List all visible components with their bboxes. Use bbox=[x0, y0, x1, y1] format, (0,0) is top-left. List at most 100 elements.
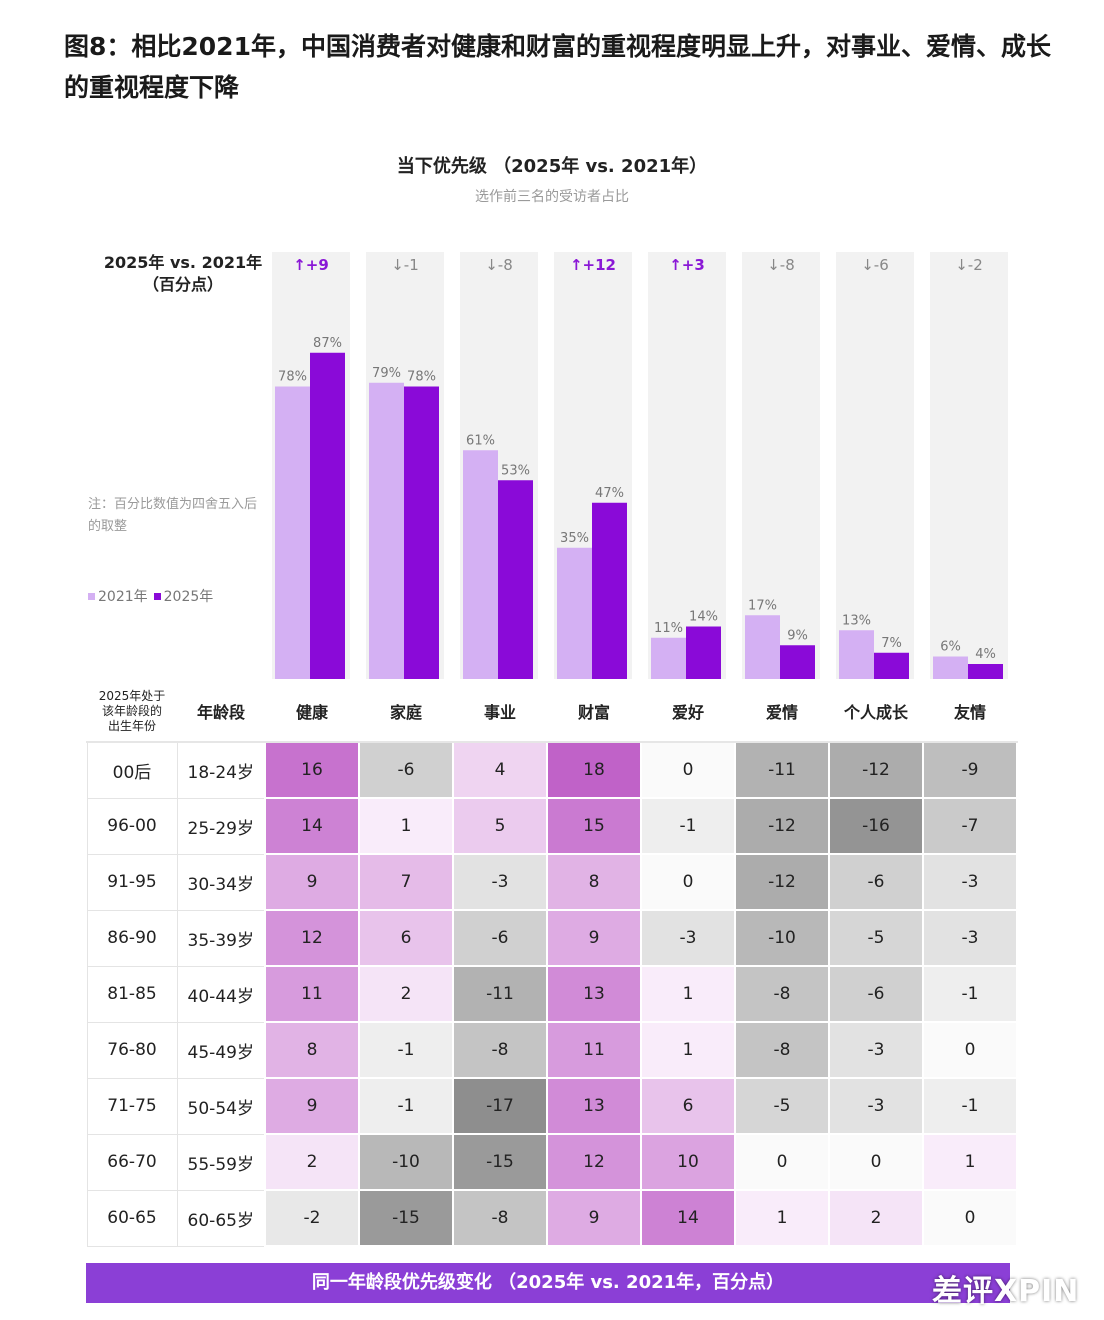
heat-cell-family: -1 bbox=[358, 1077, 454, 1135]
heatmap-row: 66-70 55-59岁 2 -10 -15 12 10 0 0 1 bbox=[86, 1133, 1018, 1191]
heat-cell-health: 8 bbox=[264, 1021, 360, 1079]
heat-cell-love: -5 bbox=[734, 1077, 830, 1135]
heat-cell-wealth: 9 bbox=[546, 1189, 642, 1247]
diff-label-hobby: ↑+3 bbox=[669, 256, 705, 274]
heat-cell-growth: -3 bbox=[828, 1077, 924, 1135]
birth-year-cell: 71-75 bbox=[86, 1077, 178, 1135]
heat-cell-wealth: 13 bbox=[546, 1077, 642, 1135]
watermark-logo: 差评XPIN bbox=[932, 1274, 1080, 1309]
label-2025-career: 53% bbox=[501, 463, 530, 478]
heat-cell-family: -1 bbox=[358, 1021, 454, 1079]
diff-label-career: ↓-8 bbox=[485, 256, 513, 274]
bar-2021-friendship bbox=[933, 656, 968, 679]
label-2021-wealth: 35% bbox=[560, 531, 589, 546]
heatmap-row: 96-00 25-29岁 14 1 5 15 -1 -12 -16 -7 bbox=[86, 797, 1018, 855]
heat-cell-health: 9 bbox=[264, 1077, 360, 1135]
heat-cell-family: -10 bbox=[358, 1133, 454, 1191]
heat-cell-growth: -6 bbox=[828, 965, 924, 1023]
birth-year-cell: 00后 bbox=[86, 741, 178, 799]
bar-2025-health bbox=[310, 352, 345, 679]
heat-cell-love: -10 bbox=[734, 909, 830, 967]
header-birth-year: 2025年处于 该年龄段的 出生年份 bbox=[86, 679, 178, 743]
bar-2021-love bbox=[745, 615, 780, 679]
label-2025-hobby: 14% bbox=[689, 610, 718, 625]
heat-cell-career: -11 bbox=[452, 965, 548, 1023]
chart-title: 当下优先级 （2025年 vs. 2021年） bbox=[396, 156, 708, 177]
bar-track-friendship bbox=[930, 252, 1008, 679]
heat-cell-love: -8 bbox=[734, 965, 830, 1023]
label-2025-wealth: 47% bbox=[595, 486, 624, 501]
heat-cell-wealth: 8 bbox=[546, 853, 642, 911]
heat-cell-love: -8 bbox=[734, 1021, 830, 1079]
label-2025-family: 78% bbox=[407, 370, 436, 385]
age-group-cell: 25-29岁 bbox=[176, 797, 266, 855]
heat-cell-friendship: -3 bbox=[922, 853, 1018, 911]
heat-cell-health: 12 bbox=[264, 909, 360, 967]
bar-2025-career bbox=[498, 480, 533, 679]
rounding-note: 注：百分比数值为四舍五入后的取整 bbox=[88, 497, 258, 534]
header-wealth: 财富 bbox=[546, 679, 642, 743]
birth-year-cell: 86-90 bbox=[86, 909, 178, 967]
difference-header-line1: 2025年 vs. 2021年 bbox=[103, 253, 263, 272]
heat-cell-career: -3 bbox=[452, 853, 548, 911]
heat-cell-friendship: -9 bbox=[922, 741, 1018, 799]
age-group-cell: 60-65岁 bbox=[176, 1189, 266, 1247]
bar-2025-love bbox=[780, 645, 815, 679]
legend-label-2025: 2025年 bbox=[163, 589, 214, 605]
header-birth-year-line2: 该年龄段的 bbox=[101, 703, 162, 718]
heat-cell-friendship: -1 bbox=[922, 965, 1018, 1023]
heat-cell-hobby: -3 bbox=[640, 909, 736, 967]
heat-cell-family: 6 bbox=[358, 909, 454, 967]
age-group-cell: 40-44岁 bbox=[176, 965, 266, 1023]
header-family: 家庭 bbox=[358, 679, 454, 743]
label-2021-family: 79% bbox=[372, 366, 401, 381]
heat-cell-health: -2 bbox=[264, 1189, 360, 1247]
legend: 2021年 2025年 bbox=[88, 586, 219, 606]
header-love: 爱情 bbox=[734, 679, 830, 743]
label-2025-growth: 7% bbox=[881, 636, 902, 651]
header-growth: 个人成长 bbox=[828, 679, 924, 743]
heat-cell-love: -11 bbox=[734, 741, 830, 799]
heat-cell-family: -6 bbox=[358, 741, 454, 799]
heat-cell-career: -8 bbox=[452, 1189, 548, 1247]
age-group-cell: 55-59岁 bbox=[176, 1133, 266, 1191]
heat-cell-health: 16 bbox=[264, 741, 360, 799]
heat-cell-wealth: 12 bbox=[546, 1133, 642, 1191]
heat-cell-hobby: 0 bbox=[640, 741, 736, 799]
heat-cell-friendship: 0 bbox=[922, 1189, 1018, 1247]
heat-cell-career: 4 bbox=[452, 741, 548, 799]
age-group-cell: 35-39岁 bbox=[176, 909, 266, 967]
bar-2025-family bbox=[404, 386, 439, 679]
heatmap-row: 60-65 60-65岁 -2 -15 -8 9 14 1 2 0 bbox=[86, 1189, 1018, 1247]
label-2021-love: 17% bbox=[748, 598, 777, 613]
heat-cell-growth: 0 bbox=[828, 1133, 924, 1191]
bar-track-hobby bbox=[648, 252, 726, 679]
bar-track-love bbox=[742, 252, 820, 679]
heat-cell-friendship: -1 bbox=[922, 1077, 1018, 1135]
heat-cell-growth: -16 bbox=[828, 797, 924, 855]
bar-2021-career bbox=[463, 450, 498, 679]
diff-label-love: ↓-8 bbox=[767, 256, 795, 274]
heat-cell-wealth: 11 bbox=[546, 1021, 642, 1079]
figure-title: 图8：相比2021年，中国消费者对健康和财富的重视程度明显上升，对事业、爱情、成… bbox=[64, 32, 1051, 102]
label-2021-hobby: 11% bbox=[654, 621, 683, 636]
bar-2025-friendship bbox=[968, 664, 1003, 679]
heat-cell-love: -12 bbox=[734, 853, 830, 911]
legend-item-2021: 2021年 bbox=[88, 586, 148, 606]
label-2021-growth: 13% bbox=[842, 613, 871, 628]
heat-cell-career: -15 bbox=[452, 1133, 548, 1191]
bar-2025-hobby bbox=[686, 626, 721, 679]
heatmap-row: 00后 18-24岁 16 -6 4 18 0 -11 -12 -9 bbox=[86, 741, 1018, 799]
heat-cell-love: -12 bbox=[734, 797, 830, 855]
heat-cell-hobby: 1 bbox=[640, 1021, 736, 1079]
heatmap-table: 2025年处于 该年龄段的 出生年份 年龄段 健康 家庭 事业 财富 爱好 爱情 个人成长友… bbox=[86, 679, 1018, 1247]
heat-cell-family: 7 bbox=[358, 853, 454, 911]
difference-header: 2025年 vs. 2021年 （百分点） bbox=[88, 252, 278, 296]
heat-cell-family: 2 bbox=[358, 965, 454, 1023]
heat-cell-wealth: 9 bbox=[546, 909, 642, 967]
heatmap-caption: 同一年龄段优先级变化 （2025年 vs. 2021年，百分点） bbox=[86, 1263, 1010, 1303]
heat-cell-growth: 2 bbox=[828, 1189, 924, 1247]
header-career: 事业 bbox=[452, 679, 548, 743]
heatmap-row: 81-85 40-44岁 11 2 -11 13 1 -8 -6 -1 bbox=[86, 965, 1018, 1023]
header-health: 健康 bbox=[264, 679, 360, 743]
